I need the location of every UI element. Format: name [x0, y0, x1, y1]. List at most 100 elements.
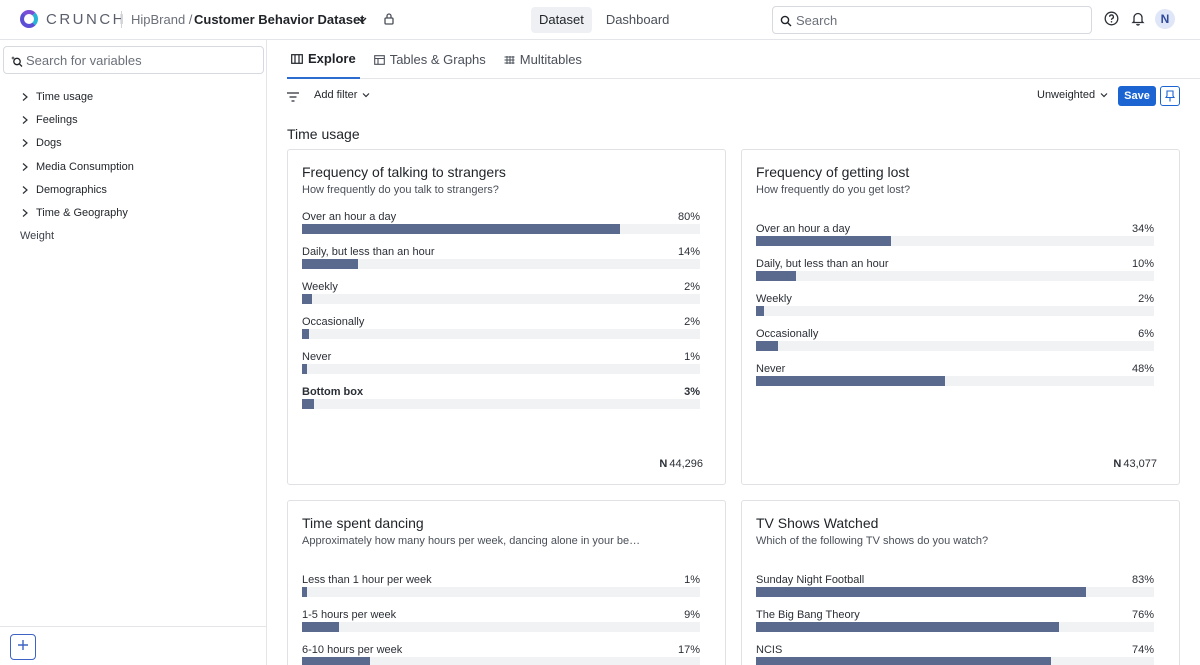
filter-icon[interactable]: [287, 89, 299, 107]
bar-label: Sunday Night Football: [756, 574, 865, 586]
save-button[interactable]: Save: [1118, 86, 1156, 106]
divider: [0, 626, 266, 627]
nav-dataset[interactable]: Dataset: [531, 7, 592, 33]
bar-row: Daily, but less than an hour 14%: [302, 246, 700, 281]
bar-track: [302, 364, 700, 374]
chevron-right-icon: [21, 208, 36, 218]
bar-track: [302, 329, 700, 339]
variable-card[interactable]: TV Shows Watched Which of the following …: [741, 500, 1180, 665]
bar-fill: [302, 294, 312, 304]
bar-label: 1-5 hours per week: [302, 609, 397, 621]
bar-track: [756, 271, 1154, 281]
folder-label: Time usage: [36, 90, 94, 103]
bar-fill: [756, 376, 945, 386]
card-title: TV Shows Watched: [756, 515, 879, 531]
chevron-right-icon: [21, 115, 36, 125]
bar-list: Sunday Night Football 83% The Big Bang The…: [756, 574, 1154, 665]
bar-percent: 2%: [684, 316, 700, 328]
bar-row: Never 1%: [302, 351, 700, 386]
search-icon: [780, 14, 792, 32]
folder-label: Feelings: [36, 113, 78, 126]
card-title: Time spent dancing: [302, 515, 424, 531]
bar-track: [302, 622, 700, 632]
tab-tables-graphs[interactable]: Tables & Graphs: [370, 40, 490, 79]
bar-row: Over an hour a day 80%: [302, 211, 700, 246]
bar-label: 6-10 hours per week: [302, 644, 403, 656]
add-filter-button[interactable]: Add filter: [314, 89, 371, 101]
tab-multitables[interactable]: Multitables: [500, 40, 586, 79]
pin-icon: [1165, 90, 1175, 102]
crunch-logo-icon: [20, 10, 38, 28]
folder-media-consumption[interactable]: Media Consumption: [0, 155, 266, 178]
bar-row: The Big Bang Theory 76%: [756, 609, 1154, 644]
bar-track: [756, 376, 1154, 386]
bar-track: [302, 399, 700, 409]
nav-dashboard[interactable]: Dashboard: [605, 12, 670, 27]
folder-demographics[interactable]: Demographics: [0, 178, 266, 201]
breadcrumb-parent[interactable]: HipBrand /: [131, 12, 193, 27]
variable-weight[interactable]: Weight: [20, 230, 55, 243]
bar-row: Sunday Night Football 83%: [756, 574, 1154, 609]
variable-tree: Time usage Feelings Dogs Media Consumpti…: [0, 85, 266, 248]
bar-fill: [302, 399, 314, 409]
bar-label: Never: [756, 363, 786, 375]
bar-list: Over an hour a day 80% Daily, but less tha…: [302, 211, 700, 421]
bar-percent: 2%: [1138, 293, 1154, 305]
folder-time-usage[interactable]: Time usage: [0, 85, 266, 108]
table-icon: [373, 54, 385, 65]
bar-label: Daily, but less than an hour: [302, 246, 435, 258]
folder-label: Demographics: [36, 183, 107, 196]
breadcrumb-current[interactable]: Customer Behavior Dataset: [194, 12, 365, 27]
variable-search[interactable]: [3, 46, 264, 74]
sparkle-search-icon: [11, 54, 23, 72]
bar-row: Over an hour a day 34%: [756, 223, 1154, 258]
folder-dogs[interactable]: Dogs: [0, 132, 266, 155]
view-tabs: Explore Tables & Graphs Multitables: [287, 40, 1200, 79]
divider: [121, 11, 122, 28]
folder-time-geography[interactable]: Time & Geography: [0, 201, 266, 224]
search-input[interactable]: [796, 11, 1086, 29]
chevron-down-icon[interactable]: [356, 13, 368, 31]
bar-percent: 6%: [1138, 328, 1154, 340]
variable-search-input[interactable]: [26, 51, 256, 69]
bar-list: Over an hour a day 34% Daily, but less tha…: [756, 223, 1154, 398]
bar-fill: [756, 587, 1087, 597]
section-title: Time usage: [287, 126, 360, 142]
bar-track: [302, 294, 700, 304]
variable-card[interactable]: Frequency of getting lost How frequently…: [741, 149, 1180, 485]
lock-icon[interactable]: [383, 12, 395, 30]
bar-label: Occasionally: [756, 328, 819, 340]
bar-percent: 9%: [684, 609, 700, 621]
chevron-right-icon: [21, 162, 36, 172]
bar-percent: 10%: [1131, 258, 1154, 270]
filter-bar: Add filter Unweighted Save: [287, 84, 1200, 108]
add-variable-button[interactable]: [10, 634, 36, 660]
bar-track: [302, 224, 700, 234]
pin-button[interactable]: [1160, 86, 1180, 106]
chevron-down-icon: [362, 93, 370, 98]
folder-feelings[interactable]: Feelings: [0, 108, 266, 131]
bell-icon[interactable]: [1131, 11, 1145, 31]
chevron-right-icon: [21, 138, 36, 148]
explore-icon: [291, 53, 303, 64]
avatar[interactable]: N: [1155, 9, 1175, 29]
bar-fill: [302, 587, 307, 597]
add-filter-label: Add filter: [314, 89, 358, 101]
tab-explore[interactable]: Explore: [287, 40, 360, 79]
bar-label: Over an hour a day: [756, 223, 851, 235]
help-icon[interactable]: [1104, 11, 1119, 31]
weighting-select[interactable]: Unweighted: [1037, 89, 1109, 101]
plus-icon: [17, 638, 29, 656]
bar-label: NCIS: [756, 644, 783, 656]
crunch-logo[interactable]: CRUNCH: [20, 10, 126, 28]
sample-size-label: N: [659, 458, 668, 470]
bar-track: [756, 587, 1154, 597]
variable-card[interactable]: Frequency of talking to strangers How fr…: [287, 149, 726, 485]
top-bar: CRUNCH HipBrand / Customer Behavior Data…: [0, 0, 1200, 40]
card-title: Frequency of getting lost: [756, 164, 910, 180]
bar-track: [302, 587, 700, 597]
chevron-down-icon: [1100, 93, 1108, 98]
variable-card[interactable]: Time spent dancing Approximately how man…: [287, 500, 726, 665]
global-search[interactable]: [772, 6, 1092, 34]
bar-row: Daily, but less than an hour 10%: [756, 258, 1154, 293]
